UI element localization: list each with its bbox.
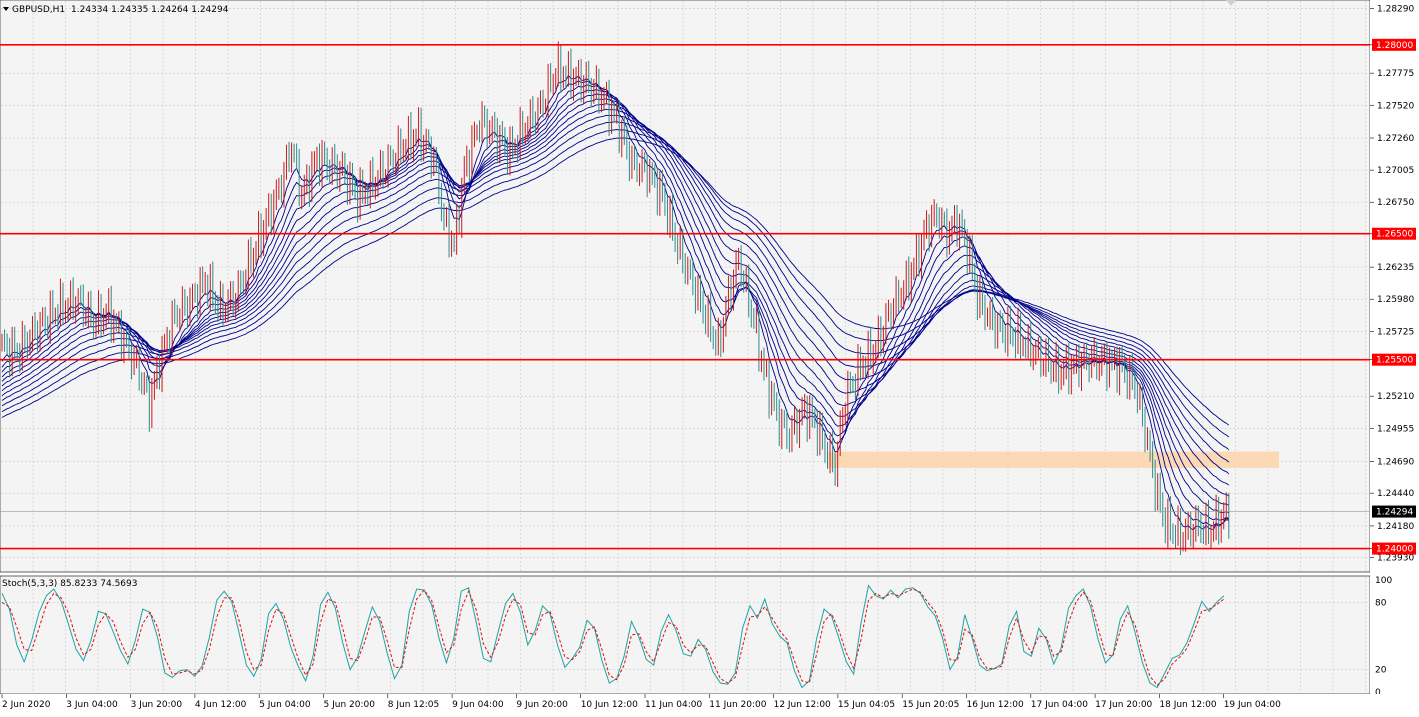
- stoch-tick-label: 80: [1375, 598, 1387, 608]
- time-tick-label: 5 Jun 20:00: [324, 700, 376, 710]
- ema-line: [1, 88, 1230, 514]
- stochastic-grid: [1, 577, 1369, 693]
- time-tick-label: 19 Jun 04:00: [1224, 700, 1281, 710]
- time-axis[interactable]: [0, 694, 1419, 717]
- price-tick-label: 1.26235: [1377, 263, 1414, 273]
- time-tick-label: 9 Jun 04:00: [452, 700, 504, 710]
- moving-average-ribbon: [1, 74, 1230, 531]
- level-tag-label: 1.24000: [1376, 545, 1413, 555]
- time-tick-label: 9 Jun 20:00: [516, 700, 568, 710]
- price-tick-label: 1.26750: [1377, 198, 1414, 208]
- time-tick-label: 17 Jun 20:00: [1095, 700, 1152, 710]
- level-tag: [1372, 38, 1416, 51]
- time-tick-label: 10 Jun 12:00: [581, 700, 638, 710]
- time-tick-label: 8 Jun 12:05: [388, 700, 439, 710]
- ema-line: [1, 98, 1230, 497]
- symbol-menu-triangle-icon[interactable]: [3, 7, 9, 11]
- time-tick-label: 11 Jun 20:00: [709, 700, 766, 710]
- time-tick-label: 3 Jun 04:00: [66, 700, 118, 710]
- price-tick-label: 1.27775: [1377, 69, 1414, 79]
- price-tick-label: 1.28290: [1377, 4, 1414, 14]
- stoch-signal-line: [1, 588, 1225, 687]
- symbol-timeframe: GBPUSD,H1: [12, 5, 65, 15]
- level-tag-label: 1.26500: [1376, 230, 1413, 240]
- price-tick-label: 1.27520: [1377, 101, 1414, 111]
- price-tick-label: 1.25210: [1377, 392, 1414, 402]
- level-tag: [1372, 227, 1416, 240]
- ohlc-values: 1.24334 1.24335 1.24264 1.24294: [71, 5, 229, 15]
- price-axis[interactable]: [1370, 0, 1419, 572]
- price-tick-label: 1.23930: [1377, 553, 1414, 563]
- time-tick-label: 12 Jun 12:00: [774, 700, 831, 710]
- level-tag: [1372, 353, 1416, 366]
- shift-marker-icon[interactable]: [1226, 0, 1236, 6]
- price-tick-label: 1.27005: [1377, 166, 1414, 176]
- level-tag: [1372, 542, 1416, 555]
- current-price-tag: 1.24294: [1372, 505, 1416, 518]
- time-tick-label: 15 Jun 04:05: [838, 700, 895, 710]
- stochastic-axis-labels: 100 80 20 0: [1375, 576, 1392, 698]
- stoch-tick-label: 100: [1375, 576, 1392, 586]
- current-price-box: [1372, 505, 1416, 518]
- stoch-main-line: [1, 584, 1225, 689]
- time-axis-labels: 2 Jun 2020 3 Jun 04:00 3 Jun 20:00 4 Jun 12…: [1, 694, 1281, 710]
- time-tick-label: 11 Jun 04:00: [645, 700, 702, 710]
- stochastic-label: Stoch(5,3,3) 85.8233 74.5693: [2, 579, 137, 589]
- stoch-tick-label: 0: [1375, 688, 1381, 698]
- time-tick-label: 2 Jun 2020: [2, 700, 51, 710]
- price-tick-label: 1.24690: [1377, 458, 1414, 468]
- stochastic-panel[interactable]: [0, 575, 1371, 695]
- ema-line: [1, 129, 1230, 438]
- level-tag-label: 1.25500: [1376, 356, 1413, 366]
- current-price-label: 1.24294: [1376, 508, 1413, 518]
- stochastic-lines: [1, 584, 1225, 689]
- price-tick-label: 1.24440: [1377, 489, 1414, 499]
- horizontal-levels[interactable]: [0, 44, 1370, 550]
- time-tick-label: 3 Jun 20:00: [131, 700, 183, 710]
- time-tick-label: 15 Jun 20:05: [902, 700, 959, 710]
- time-tick-label: 17 Jun 04:00: [1031, 700, 1088, 710]
- ema-line: [1, 74, 1230, 531]
- price-tick-label: 1.25725: [1377, 327, 1414, 337]
- time-tick-label: 4 Jun 12:00: [195, 700, 247, 710]
- ema-line: [1, 121, 1230, 451]
- time-tick-label: 16 Jun 12:00: [967, 700, 1024, 710]
- level-price-tags: 1.28000 1.26500 1.25500 1.24000: [1372, 38, 1416, 555]
- stochastic-axis[interactable]: [1370, 576, 1419, 694]
- price-tick-label: 1.24955: [1377, 424, 1414, 434]
- price-panel[interactable]: [0, 0, 1371, 573]
- time-tick-label: 5 Jun 04:00: [259, 700, 311, 710]
- stoch-tick-label: 20: [1375, 666, 1387, 676]
- support-zone[interactable]: [828, 451, 1279, 468]
- level-tag-label: 1.28000: [1376, 41, 1413, 51]
- price-tick-label: 1.27260: [1377, 134, 1414, 144]
- candles: [1, 41, 1230, 556]
- ema-line: [1, 93, 1230, 506]
- price-tick-label: 1.24180: [1377, 522, 1414, 532]
- price-tick-label: 1.25980: [1377, 295, 1414, 305]
- time-tick-label: 18 Jun 12:00: [1159, 700, 1216, 710]
- ema-line: [1, 137, 1230, 426]
- ema-line: [1, 80, 1229, 527]
